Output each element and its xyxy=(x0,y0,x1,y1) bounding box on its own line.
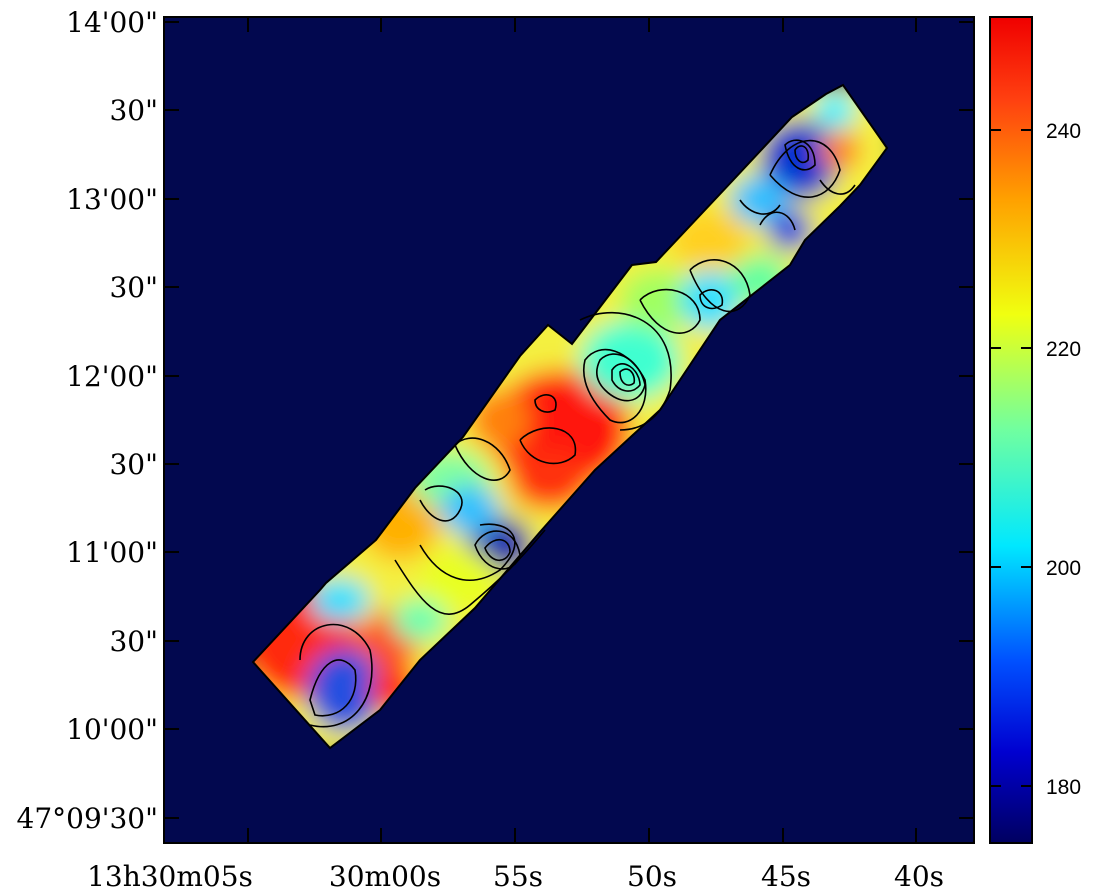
x-tick-label: 13h30m05s xyxy=(87,860,253,891)
x-tick-label: 50s xyxy=(627,860,677,891)
contour-line xyxy=(689,259,751,313)
contour-line xyxy=(419,523,516,581)
plot-frame xyxy=(163,16,975,844)
contour-line xyxy=(419,485,463,522)
colorbar-ticks xyxy=(990,129,1032,787)
contour-line xyxy=(579,311,672,431)
contour-line xyxy=(759,211,796,231)
contour-line xyxy=(583,348,647,424)
colorbar xyxy=(989,16,1033,844)
y-tick-label: 30" xyxy=(109,625,158,658)
contour-line xyxy=(784,139,816,171)
contour-line xyxy=(819,179,856,195)
x-tick-labels: 13h30m05s 30m00s 55s 50s 45s 40s xyxy=(87,860,944,891)
contour-line xyxy=(739,199,781,215)
y-tick-labels: 14'00" 30" 13'00" 30" 12'00" 30" 11'00" … xyxy=(17,6,158,835)
colorbar-tick-label: 180 xyxy=(1046,776,1081,799)
y-tick-label: 30" xyxy=(109,448,158,481)
contour-line xyxy=(474,530,521,570)
y-tick-label: 11'00" xyxy=(66,536,158,569)
colorbar-tick-label: 220 xyxy=(1046,338,1081,361)
contour-line xyxy=(309,659,357,717)
contour-line xyxy=(299,623,373,728)
contour-line xyxy=(611,363,641,392)
x-tick-label: 55s xyxy=(493,860,543,891)
colorbar-labels: 180 200 220 240 xyxy=(1046,120,1081,799)
contour-line xyxy=(595,353,646,402)
strip-outline xyxy=(251,83,889,750)
y-tick-label: 13'00" xyxy=(66,183,158,216)
x-tick-label: 40s xyxy=(894,860,944,891)
y-tick-label: 14'00" xyxy=(66,6,158,39)
contour-line xyxy=(619,368,636,386)
y-tick-label: 10'00" xyxy=(66,713,158,746)
x-tick-label: 45s xyxy=(761,860,811,891)
contour-line xyxy=(519,427,577,465)
contour-line xyxy=(639,288,701,334)
contour-line xyxy=(484,539,511,561)
axis-ticks xyxy=(164,17,974,843)
colorbar-tick-label: 200 xyxy=(1046,557,1081,580)
contour-lines xyxy=(299,139,856,728)
y-tick-label: 30" xyxy=(109,94,158,127)
y-tick-label: 12'00" xyxy=(66,360,158,393)
contour-line xyxy=(699,289,724,310)
y-tick-label: 30" xyxy=(109,271,158,304)
contour-line xyxy=(794,145,810,164)
y-tick-label: 47°09'30" xyxy=(17,802,158,835)
x-tick-label: 30m00s xyxy=(329,860,441,891)
colorbar-tick-label: 240 xyxy=(1046,120,1081,143)
contour-line xyxy=(454,437,511,481)
contour-line xyxy=(534,394,557,413)
contour-line xyxy=(394,529,546,615)
contour-line xyxy=(769,139,841,198)
